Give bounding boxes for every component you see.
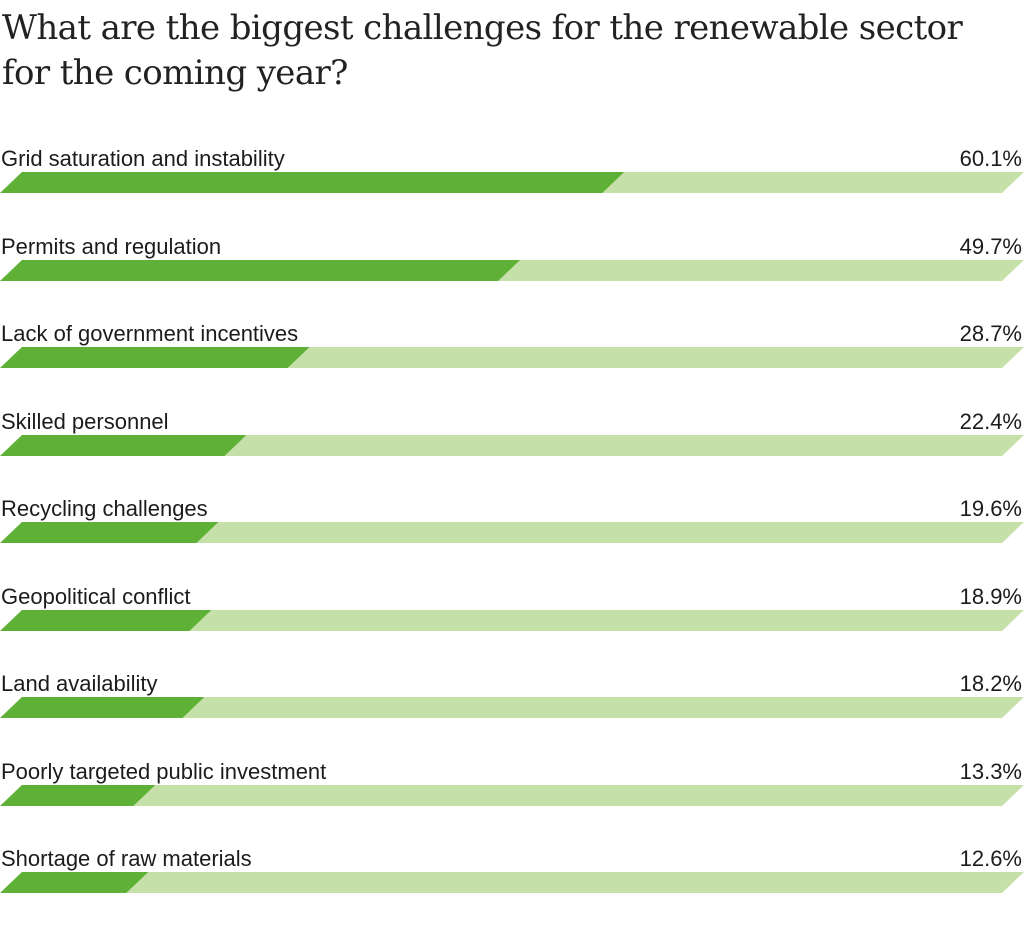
bar-track xyxy=(0,697,1024,718)
bar-svg xyxy=(0,609,1024,631)
bar-fill xyxy=(0,697,205,718)
category-label: Grid saturation and instability xyxy=(1,146,285,171)
bar-track xyxy=(0,434,1024,456)
bar-fill xyxy=(0,172,625,193)
value-label: 49.7% xyxy=(959,233,1022,259)
bar-row: Permits and regulation 49.7% xyxy=(0,233,1024,313)
bar-fill xyxy=(0,609,212,631)
bar-row: Poorly targeted public investment 13.3% xyxy=(0,758,1024,838)
bar-svg xyxy=(0,434,1024,456)
category-label: Land availability xyxy=(1,671,158,696)
chart-title: What are the biggest challenges for the … xyxy=(2,8,963,93)
category-label: Recycling challenges xyxy=(1,496,208,521)
value-label: 28.7% xyxy=(959,321,1022,346)
bar-row: Land availability 18.2% xyxy=(0,670,1024,750)
bar-row: Shortage of raw materials 12.6% xyxy=(0,845,1024,925)
value-label: 18.9% xyxy=(959,583,1022,609)
category-label: Lack of government incentives xyxy=(1,321,299,346)
bar-svg xyxy=(0,259,1024,281)
category-label: Poorly targeted public investment xyxy=(1,758,327,784)
category-label: Geopolitical conflict xyxy=(1,583,191,609)
value-label: 60.1% xyxy=(959,146,1022,171)
bar-fill xyxy=(0,522,219,543)
bar-row: Lack of government incentives 28.7% xyxy=(0,320,1024,400)
bar-svg xyxy=(0,172,1024,193)
bar-fill xyxy=(0,434,247,456)
category-label: Permits and regulation xyxy=(1,233,222,259)
bar-row: Grid saturation and instability 60.1% xyxy=(0,145,1024,225)
bar-track xyxy=(0,609,1024,631)
bar-row: Geopolitical conflict 18.9% xyxy=(0,583,1024,663)
value-label: 22.4% xyxy=(959,408,1022,434)
bar-track xyxy=(0,872,1024,893)
bar-row: Recycling challenges 19.6% xyxy=(0,495,1024,575)
bar-fill xyxy=(0,784,156,806)
bar-fill xyxy=(0,872,149,893)
bar-svg xyxy=(0,872,1024,893)
bar-fill xyxy=(0,347,310,368)
category-label: Shortage of raw materials xyxy=(1,846,252,871)
bar-svg xyxy=(0,697,1024,718)
value-label: 19.6% xyxy=(959,496,1022,521)
bar-svg xyxy=(0,522,1024,543)
bar-svg xyxy=(0,784,1024,806)
bar-track xyxy=(0,784,1024,806)
category-label: Skilled personnel xyxy=(1,408,169,434)
value-label: 18.2% xyxy=(959,671,1022,696)
bar-svg xyxy=(0,347,1024,368)
bar-fill xyxy=(0,259,520,281)
bar-row: Skilled personnel 22.4% xyxy=(0,408,1024,488)
bar-track xyxy=(0,522,1024,543)
value-label: 12.6% xyxy=(959,846,1022,871)
value-label: 13.3% xyxy=(959,758,1022,784)
